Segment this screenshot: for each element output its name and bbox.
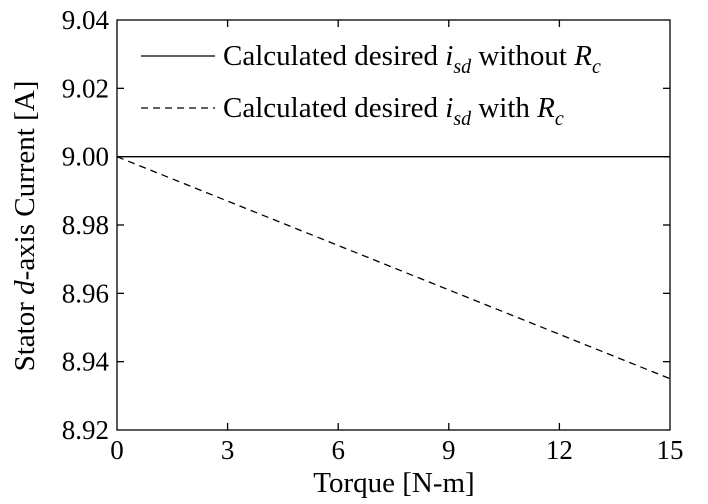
y-tick-label: 8.92	[62, 415, 109, 445]
plot-frame	[116, 19, 671, 431]
legend-label-2: Calculated desired isd with Rc	[223, 92, 564, 130]
y-axis-title-part1: Stator	[9, 295, 41, 372]
legend-var: i	[445, 92, 453, 124]
y-tick-label: 8.94	[62, 347, 110, 377]
legend-var2: R	[573, 40, 592, 72]
axes: 0 3 6 9 12 15 8.92 8.94 8.96 8.98 9.00 9.02 9.04	[62, 5, 684, 465]
legend-text-prefix: Calculated desired	[223, 92, 445, 124]
legend-text-prefix: Calculated desired	[223, 40, 445, 72]
x-tick-label: 9	[442, 435, 456, 465]
y-tick-label: 9.00	[62, 142, 109, 172]
legend-var2: R	[536, 92, 555, 124]
x-tick-label: 0	[110, 435, 124, 465]
legend: Calculated desired isd without RcCalcula…	[141, 40, 601, 130]
x-tick-label: 12	[546, 435, 573, 465]
x-tick-label: 3	[221, 435, 235, 465]
series-line-2	[116, 156, 671, 380]
y-axis-title: Stator d-axis Current [A]	[9, 81, 41, 372]
y-tick-label: 8.96	[62, 278, 109, 308]
legend-var-sub: sd	[453, 108, 472, 130]
y-tick-label: 8.98	[62, 210, 109, 240]
legend-var-sub: sd	[453, 56, 472, 78]
legend-var2-sub: c	[555, 108, 564, 130]
x-tick-label: 6	[331, 435, 345, 465]
legend-var: i	[445, 40, 453, 72]
x-axis-title: Torque [N-m]	[313, 467, 474, 499]
legend-text-mid: with	[471, 92, 537, 124]
legend-var2-sub: c	[592, 56, 601, 78]
plot-area	[116, 156, 671, 380]
y-tick-label: 9.02	[62, 73, 109, 103]
y-tick-label: 9.04	[62, 5, 110, 35]
x-tick-label: 15	[657, 435, 684, 465]
legend-label-1: Calculated desired isd without Rc	[223, 40, 601, 78]
y-axis-title-italic: d	[9, 280, 41, 295]
legend-text-mid: without	[471, 40, 574, 72]
y-axis-title-part2: -axis Current [A]	[9, 81, 41, 281]
